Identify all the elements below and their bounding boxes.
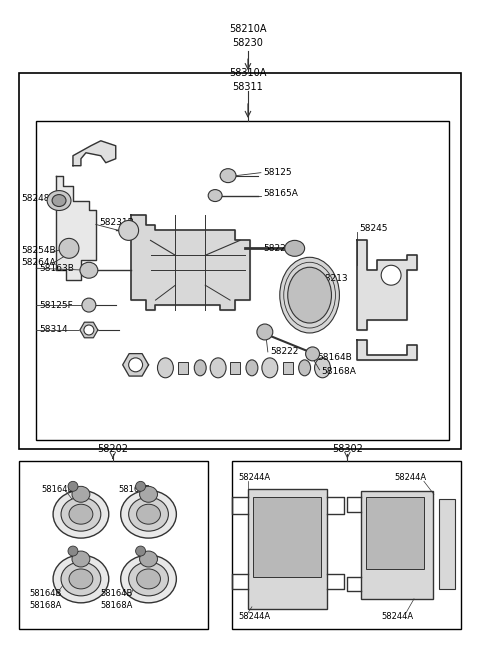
Ellipse shape: [53, 491, 109, 538]
Ellipse shape: [288, 267, 332, 323]
Bar: [179, 362, 188, 374]
Ellipse shape: [137, 504, 160, 524]
Bar: [366, 497, 424, 569]
Polygon shape: [357, 340, 417, 360]
Ellipse shape: [299, 360, 311, 376]
Text: 58213: 58213: [320, 274, 348, 283]
Text: 58202: 58202: [97, 445, 128, 455]
Polygon shape: [56, 176, 96, 280]
Ellipse shape: [84, 325, 94, 335]
Ellipse shape: [120, 555, 176, 603]
Text: 58254B: 58254B: [21, 246, 56, 255]
Text: 58244A: 58244A: [238, 473, 270, 482]
Text: 58210A: 58210A: [229, 24, 267, 34]
Ellipse shape: [61, 497, 101, 531]
Text: 58302: 58302: [332, 445, 363, 455]
Text: 58245: 58245: [360, 224, 388, 233]
Bar: [253, 497, 321, 577]
Ellipse shape: [257, 324, 273, 340]
Ellipse shape: [59, 238, 79, 258]
Text: 58311: 58311: [233, 82, 264, 92]
Ellipse shape: [210, 358, 226, 378]
Bar: [230, 362, 240, 374]
Bar: [361, 491, 433, 599]
Text: 58168A: 58168A: [101, 601, 133, 610]
Bar: [19, 73, 461, 449]
Ellipse shape: [194, 360, 206, 376]
Ellipse shape: [129, 562, 168, 596]
Text: 58244A: 58244A: [394, 473, 426, 482]
Ellipse shape: [120, 491, 176, 538]
Ellipse shape: [314, 358, 330, 378]
Ellipse shape: [69, 504, 93, 524]
Polygon shape: [131, 215, 250, 310]
Bar: [36, 121, 449, 440]
Text: 58165A: 58165A: [263, 189, 298, 198]
Text: 58125: 58125: [263, 168, 291, 177]
Polygon shape: [123, 354, 148, 376]
Text: 58314: 58314: [39, 326, 68, 335]
Polygon shape: [73, 141, 116, 166]
Bar: [283, 362, 293, 374]
Ellipse shape: [61, 562, 101, 596]
Ellipse shape: [280, 257, 339, 333]
Text: 58164B: 58164B: [41, 485, 73, 494]
Polygon shape: [80, 322, 98, 338]
Ellipse shape: [72, 486, 90, 502]
Text: 58310A: 58310A: [229, 68, 267, 78]
Text: 58163B: 58163B: [39, 264, 74, 272]
Bar: [248, 489, 327, 608]
Text: 58168A: 58168A: [322, 367, 357, 377]
Ellipse shape: [52, 195, 66, 206]
Polygon shape: [357, 240, 417, 330]
Ellipse shape: [129, 497, 168, 531]
Ellipse shape: [82, 298, 96, 312]
Text: 58244A: 58244A: [238, 612, 270, 622]
Bar: [19, 461, 208, 629]
Ellipse shape: [285, 240, 305, 256]
Ellipse shape: [136, 546, 145, 556]
Text: 58164B: 58164B: [101, 590, 133, 599]
Text: 58230: 58230: [232, 38, 264, 48]
Ellipse shape: [119, 221, 139, 240]
Ellipse shape: [140, 551, 157, 567]
Text: 58231B: 58231B: [99, 218, 133, 227]
Ellipse shape: [137, 569, 160, 589]
Ellipse shape: [69, 569, 93, 589]
Text: 58125F: 58125F: [39, 301, 73, 310]
Ellipse shape: [220, 169, 236, 183]
Ellipse shape: [68, 481, 78, 491]
Bar: [232, 461, 461, 629]
Ellipse shape: [246, 360, 258, 376]
Ellipse shape: [306, 347, 320, 361]
Text: 58164B: 58164B: [29, 590, 61, 599]
Ellipse shape: [381, 265, 401, 285]
Text: 58222: 58222: [270, 347, 298, 356]
Ellipse shape: [129, 358, 143, 372]
Ellipse shape: [47, 191, 71, 210]
Text: 58248: 58248: [21, 194, 50, 203]
Text: 58264A: 58264A: [21, 258, 56, 267]
Text: 58244A: 58244A: [381, 612, 413, 622]
Ellipse shape: [53, 555, 109, 603]
Ellipse shape: [208, 189, 222, 202]
Ellipse shape: [157, 358, 173, 378]
Text: 58221: 58221: [263, 244, 291, 253]
Ellipse shape: [80, 262, 98, 278]
Ellipse shape: [72, 551, 90, 567]
Text: 58164B: 58164B: [318, 353, 352, 362]
Ellipse shape: [262, 358, 278, 378]
Ellipse shape: [68, 546, 78, 556]
Text: 58168A: 58168A: [29, 601, 61, 610]
Ellipse shape: [140, 486, 157, 502]
Ellipse shape: [136, 481, 145, 491]
Text: 58164B: 58164B: [119, 485, 151, 494]
Bar: [439, 499, 455, 589]
